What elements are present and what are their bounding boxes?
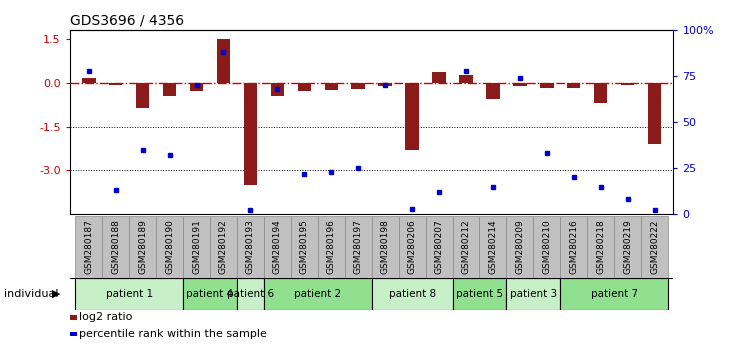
Text: GSM280212: GSM280212 [461,219,470,274]
Bar [372,278,453,310]
Bar [237,278,264,310]
Text: GSM280191: GSM280191 [192,219,201,274]
Text: GSM280214: GSM280214 [489,219,498,274]
Bar [594,83,607,103]
Bar [297,83,311,91]
Text: GSM280222: GSM280222 [650,219,659,274]
Text: GSM280187: GSM280187 [85,219,93,274]
Text: GSM280192: GSM280192 [219,219,228,274]
Text: log2 ratio: log2 ratio [79,312,132,322]
Text: patient 6: patient 6 [227,289,274,299]
Text: GSM280197: GSM280197 [354,219,363,274]
Text: patient 8: patient 8 [389,289,436,299]
Text: patient 5: patient 5 [456,289,503,299]
Bar [540,83,553,88]
Bar [560,216,587,278]
Bar [183,216,210,278]
Text: GSM280198: GSM280198 [381,219,389,274]
Bar [75,216,102,278]
Bar [109,83,122,85]
Bar [506,216,534,278]
Bar [102,216,130,278]
Bar [648,83,662,144]
Text: GSM280193: GSM280193 [246,219,255,274]
Bar [621,83,634,85]
Bar [641,216,668,278]
Bar [560,278,668,310]
Bar [210,216,237,278]
Text: GSM280206: GSM280206 [408,219,417,274]
Bar [567,83,581,88]
Bar [486,83,500,99]
Bar [352,83,365,89]
Bar [372,216,399,278]
Text: GSM280207: GSM280207 [434,219,444,274]
Text: patient 2: patient 2 [294,289,342,299]
Bar [264,278,372,310]
Text: GSM280196: GSM280196 [327,219,336,274]
Bar [217,39,230,83]
Text: GSM280190: GSM280190 [165,219,174,274]
Text: GSM280218: GSM280218 [596,219,605,274]
Text: GSM280210: GSM280210 [542,219,551,274]
Text: GSM280216: GSM280216 [569,219,578,274]
Bar [237,216,264,278]
Text: patient 3: patient 3 [510,289,557,299]
Bar [459,74,473,83]
Bar [399,216,425,278]
Text: GSM280195: GSM280195 [300,219,309,274]
Bar [136,83,149,108]
Text: patient 1: patient 1 [106,289,153,299]
Bar [344,216,372,278]
Bar [325,83,338,90]
Bar [425,216,453,278]
Bar [190,83,203,91]
Bar [432,73,446,83]
Text: percentile rank within the sample: percentile rank within the sample [79,329,266,339]
Bar [453,216,479,278]
Text: GSM280219: GSM280219 [623,219,632,274]
Bar [75,278,183,310]
Bar [406,83,419,150]
Bar [244,83,257,185]
Bar [318,216,344,278]
Text: GSM280194: GSM280194 [273,219,282,274]
Text: GSM280188: GSM280188 [111,219,120,274]
Bar [378,83,392,86]
Bar [453,278,506,310]
Text: GSM280209: GSM280209 [515,219,524,274]
Text: GSM280189: GSM280189 [138,219,147,274]
Bar [82,78,96,83]
Bar [479,216,506,278]
Text: individual: individual [4,289,58,299]
Bar [130,216,156,278]
Bar [291,216,318,278]
Bar [587,216,614,278]
Bar [163,83,177,96]
Text: ▶: ▶ [52,289,61,299]
Bar [614,216,641,278]
Text: patient 7: patient 7 [590,289,637,299]
Text: patient 4: patient 4 [186,289,233,299]
Text: GDS3696 / 4356: GDS3696 / 4356 [70,13,184,28]
Bar [506,278,560,310]
Bar [271,83,284,96]
Bar [264,216,291,278]
Bar [513,83,526,86]
Bar [183,278,237,310]
Bar [156,216,183,278]
Bar [534,216,560,278]
